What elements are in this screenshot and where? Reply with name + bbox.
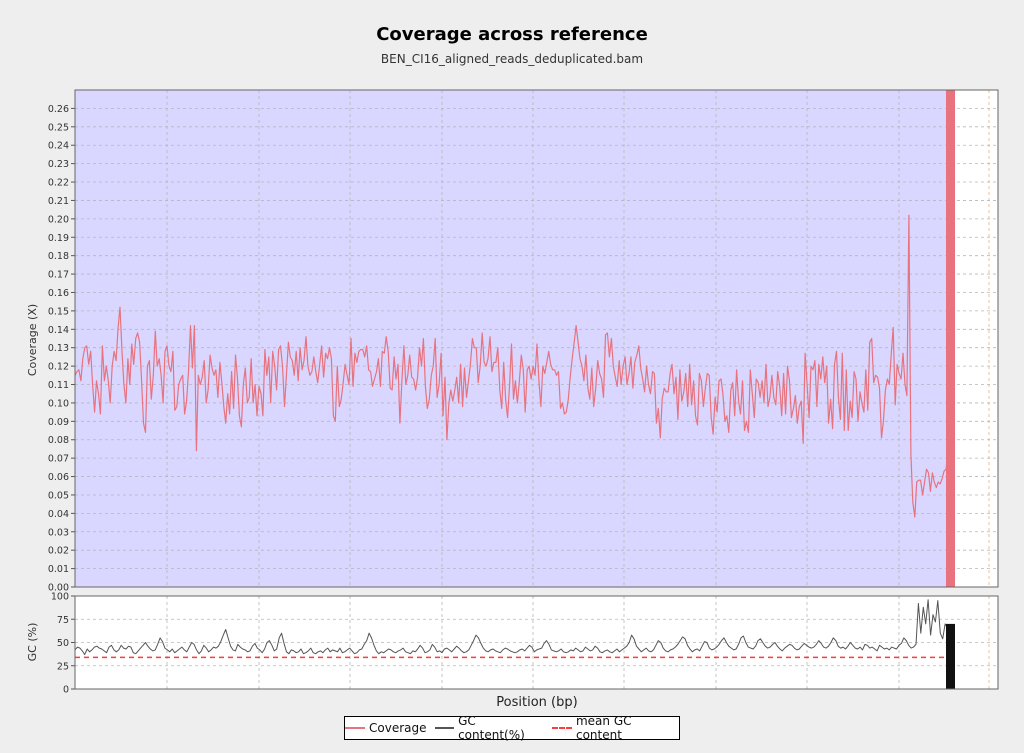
gc-plot-area: 0 25 50 75 100 bbox=[51, 592, 999, 696]
coverage-plot-border bbox=[74, 89, 999, 588]
y-tick-label: 0.11 bbox=[48, 380, 69, 391]
y-tick-label: 50 bbox=[57, 638, 69, 649]
legend: Coverage GC content(%) mean GC content bbox=[344, 714, 680, 742]
y-tick-label: 0.19 bbox=[48, 233, 69, 244]
y-tick-label: 0.00 bbox=[48, 583, 69, 594]
y-tick-label: 0.02 bbox=[48, 546, 69, 557]
y-tick-label: 0 bbox=[63, 685, 69, 696]
y-tick-label: 0.25 bbox=[48, 122, 69, 133]
y-tick-label: 0.13 bbox=[48, 343, 69, 354]
y-tick-label: 0.15 bbox=[48, 306, 69, 317]
y-tick-label: 75 bbox=[57, 615, 69, 626]
legend-gc-label: GC content(%) bbox=[458, 714, 525, 742]
legend-mean-gc-swatch bbox=[552, 727, 572, 729]
y-tick-label: 0.23 bbox=[48, 159, 69, 170]
legend-coverage-label: Coverage bbox=[369, 721, 427, 735]
y-tick-label: 0.21 bbox=[48, 196, 69, 207]
y-tick-label: 0.26 bbox=[48, 104, 69, 115]
gc-end-block bbox=[946, 623, 955, 689]
y-tick-label: 100 bbox=[51, 592, 69, 603]
y-tick-label: 0.05 bbox=[48, 490, 69, 501]
legend-coverage-swatch bbox=[345, 727, 365, 729]
chart-title: Coverage across reference bbox=[376, 24, 648, 45]
legend-gc-swatch bbox=[434, 727, 455, 729]
y-tick-label: 0.12 bbox=[48, 362, 69, 373]
y-tick-label: 0.07 bbox=[48, 454, 69, 465]
y-tick-label: 0.22 bbox=[48, 178, 69, 189]
coverage-y-axis-label: Coverage (X) bbox=[26, 304, 39, 376]
reference-region bbox=[75, 90, 946, 587]
legend-item-coverage: Coverage bbox=[345, 721, 427, 735]
coverage-plot-area: 0.00 0.01 0.02 0.03 0.04 0.05 0.06 0.07 0.08 0.09… bbox=[48, 89, 999, 594]
y-tick-label: 0.04 bbox=[48, 509, 69, 520]
y-tick-label: 0.06 bbox=[48, 472, 69, 483]
legend-item-gc: GC content(%) bbox=[434, 714, 545, 742]
y-tick-label: 0.17 bbox=[48, 270, 69, 281]
coverage-chart: Coverage (X) GC (%) Position (bp) 0.000.… bbox=[26, 89, 999, 710]
y-tick-label: 0.18 bbox=[48, 251, 69, 262]
gc-y-axis-label: GC (%) bbox=[26, 623, 39, 662]
y-tick-label: 0.03 bbox=[48, 527, 69, 538]
legend-mean-gc-label: mean GC content bbox=[575, 714, 632, 742]
gc-plot-border bbox=[74, 595, 999, 690]
y-tick-label: 0.24 bbox=[48, 141, 69, 152]
y-tick-label: 25 bbox=[57, 661, 69, 672]
x-axis-label: Position (bp) bbox=[496, 695, 577, 710]
y-tick-label: 0.16 bbox=[48, 288, 69, 299]
gc-series-line bbox=[74, 599, 951, 656]
y-tick-label: 0.09 bbox=[48, 417, 69, 428]
legend-item-mean-gc: mean GC content bbox=[552, 714, 679, 742]
coverage-series-line bbox=[74, 214, 951, 518]
y-tick-label: 0.14 bbox=[48, 325, 69, 336]
y-tick-label: 0.20 bbox=[48, 214, 69, 225]
coverage-end-bar bbox=[946, 90, 955, 587]
y-tick-label: 0.10 bbox=[48, 398, 69, 409]
y-tick-label: 0.01 bbox=[48, 564, 69, 575]
chart-subtitle: BEN_CI16_aligned_reads_deduplicated.bam bbox=[380, 52, 644, 66]
y-tick-label: 0.08 bbox=[48, 435, 69, 446]
